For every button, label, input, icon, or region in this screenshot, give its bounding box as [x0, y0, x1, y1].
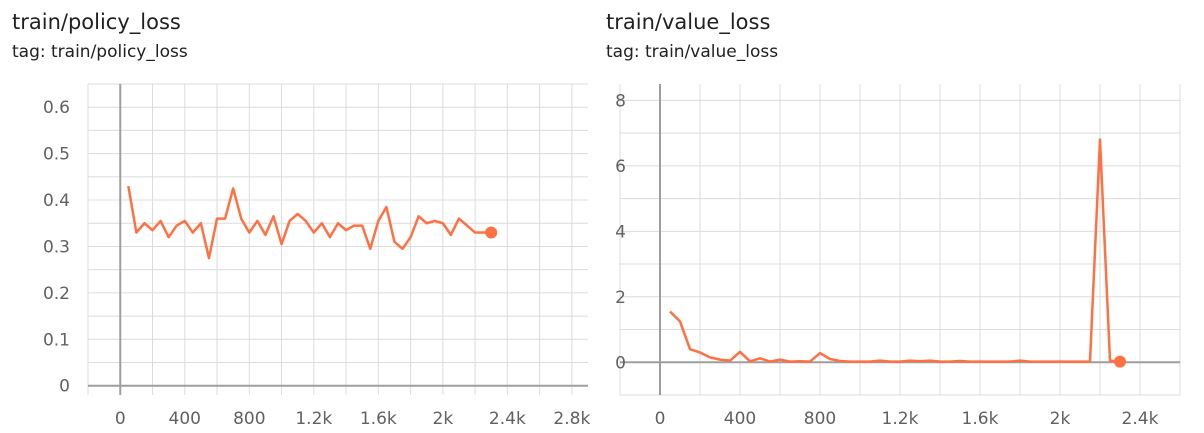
x-tick-label: 400: [169, 409, 201, 429]
policy-loss-chart: 0 0.1 0.2 0.3 0.4 0.5 0.6 0 400 800 1.2k 1.6k 2k 2.4k…: [43, 83, 590, 429]
y-tick-label: 0.5: [43, 145, 70, 165]
y-tick-label: 8: [615, 91, 626, 111]
series-line: [669, 138, 1121, 363]
x-tick-label: 800: [804, 409, 836, 429]
x-tick-label: 400: [724, 409, 756, 429]
y-tick-label: 0: [615, 353, 626, 373]
value-loss-chart: 0 2 4 6 8 0 400 800 1.2k 1.6k 2k 2.4k: [615, 84, 1181, 429]
chart-title: train/policy_loss: [12, 10, 181, 34]
x-tick-label: 1.2k: [295, 409, 332, 429]
last-point-marker: [485, 226, 498, 239]
x-tick-label: 1.6k: [360, 409, 397, 429]
x-tick-label: 0: [655, 409, 666, 429]
x-tick-label: 1.2k: [882, 409, 919, 429]
y-tick-label: 6: [615, 157, 626, 177]
chart-tag: tag: train/policy_loss: [12, 42, 188, 62]
y-tick-label: 0.6: [43, 98, 70, 118]
x-tick-label: 2.4k: [1122, 409, 1159, 429]
x-tick-label: 800: [233, 409, 265, 429]
chart-title: train/value_loss: [606, 10, 771, 34]
chart-card-value-loss: train/value_loss tag: train/value_loss 0…: [602, 0, 1204, 433]
x-tick-label: 2k: [1050, 409, 1071, 429]
y-tick-label: 0.3: [43, 237, 70, 257]
y-tick-label: 2: [615, 288, 626, 308]
x-tick-label: 2.4k: [489, 409, 526, 429]
x-tick-label: 1.6k: [962, 409, 999, 429]
y-tick-label: 0.4: [43, 191, 70, 211]
y-tick-label: 0.1: [43, 330, 70, 350]
series-line: [127, 185, 492, 260]
chart-card-policy-loss: train/policy_loss tag: train/policy_loss…: [12, 10, 590, 430]
x-tick-label: 2.8k: [553, 409, 590, 429]
x-tick-label: 2k: [433, 409, 454, 429]
x-tick-label: 0: [115, 409, 126, 429]
y-tick-label: 0: [59, 377, 70, 397]
last-point-marker: [1114, 355, 1126, 368]
y-tick-label: 4: [615, 222, 626, 242]
y-tick-label: 0.2: [43, 284, 70, 304]
chart-tag: tag: train/value_loss: [606, 42, 779, 62]
